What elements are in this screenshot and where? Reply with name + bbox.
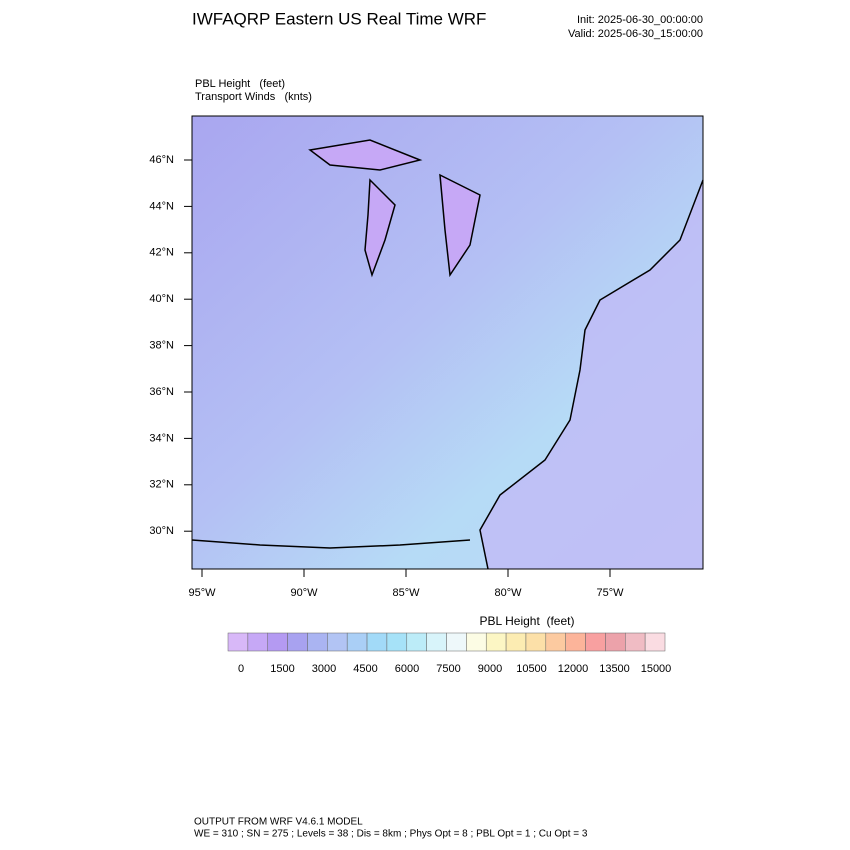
colorbar-box [525,632,547,652]
colorbar-box [605,632,626,652]
colorbar-label: 9000 [478,663,502,675]
lat-label: 32°N [149,479,174,491]
colorbar-label: 13500 [599,663,630,675]
lon-label: 75°W [596,587,624,599]
colorbar-label: 1500 [270,663,294,675]
field-label: PBL Height (feet) [195,78,285,90]
footer-line: WE = 310 ; SN = 275 ; Levels = 38 ; Dis … [194,829,588,840]
colorbar-box [625,632,646,652]
colorbar-box [485,632,507,652]
colorbar-label: 6000 [395,663,419,675]
colorbar-box [267,632,288,652]
lon-label: 80°W [494,587,522,599]
ocean [480,180,703,569]
colorbar-box [426,632,447,652]
map-frame [191,115,704,570]
colorbar-label: 15000 [641,663,672,675]
colorbar-label: 12000 [558,663,589,675]
vector-label: Transport Winds (knts) [195,91,312,103]
colorbar-box [565,632,586,652]
map [191,115,704,570]
colorbar-box [505,632,527,652]
title: IWFAQRP Eastern US Real Time WRF [192,9,486,28]
coastline [191,179,704,570]
great-lakes [308,139,481,278]
lat-label: 42°N [149,247,174,259]
colorbar-box [585,632,606,652]
lat-label: 34°N [149,432,174,444]
lon-label: 95°W [188,587,216,599]
lon-label: 90°W [290,587,318,599]
init-time: Init: 2025-06-30_00:00:00 [577,14,703,26]
lat-label: 46°N [149,154,174,166]
colorbar-title: PBL Height (feet) [480,614,575,628]
colorbar-label: 3000 [312,663,336,675]
colorbar-box [287,632,308,652]
colorbar-label: 10500 [516,663,547,675]
colorbar-box [644,632,666,652]
colorbar-box [327,632,348,652]
colorbar-box [227,632,249,652]
colorbar-label: 4500 [353,663,377,675]
colorbar-box [466,632,487,652]
lat-label: 36°N [149,386,174,398]
lat-label: 40°N [149,293,174,305]
colorbar-box [247,632,268,652]
colorbar-label: 0 [238,663,244,675]
colorbar-box [406,632,427,652]
colorbar-box [346,632,368,652]
colorbar-box [545,632,566,652]
footer-line: OUTPUT FROM WRF V4.6.1 MODEL [194,817,363,828]
lat-label: 38°N [149,340,174,352]
colorbar-box [307,632,328,652]
lat-label: 44°N [149,200,174,212]
lon-label: 85°W [392,587,420,599]
valid-time: Valid: 2025-06-30_15:00:00 [568,28,703,40]
lat-label: 30°N [149,525,174,537]
colorbar-label: 7500 [436,663,460,675]
colorbar-box [386,632,408,652]
colorbar-box [446,632,467,652]
colorbar-box [366,632,388,652]
